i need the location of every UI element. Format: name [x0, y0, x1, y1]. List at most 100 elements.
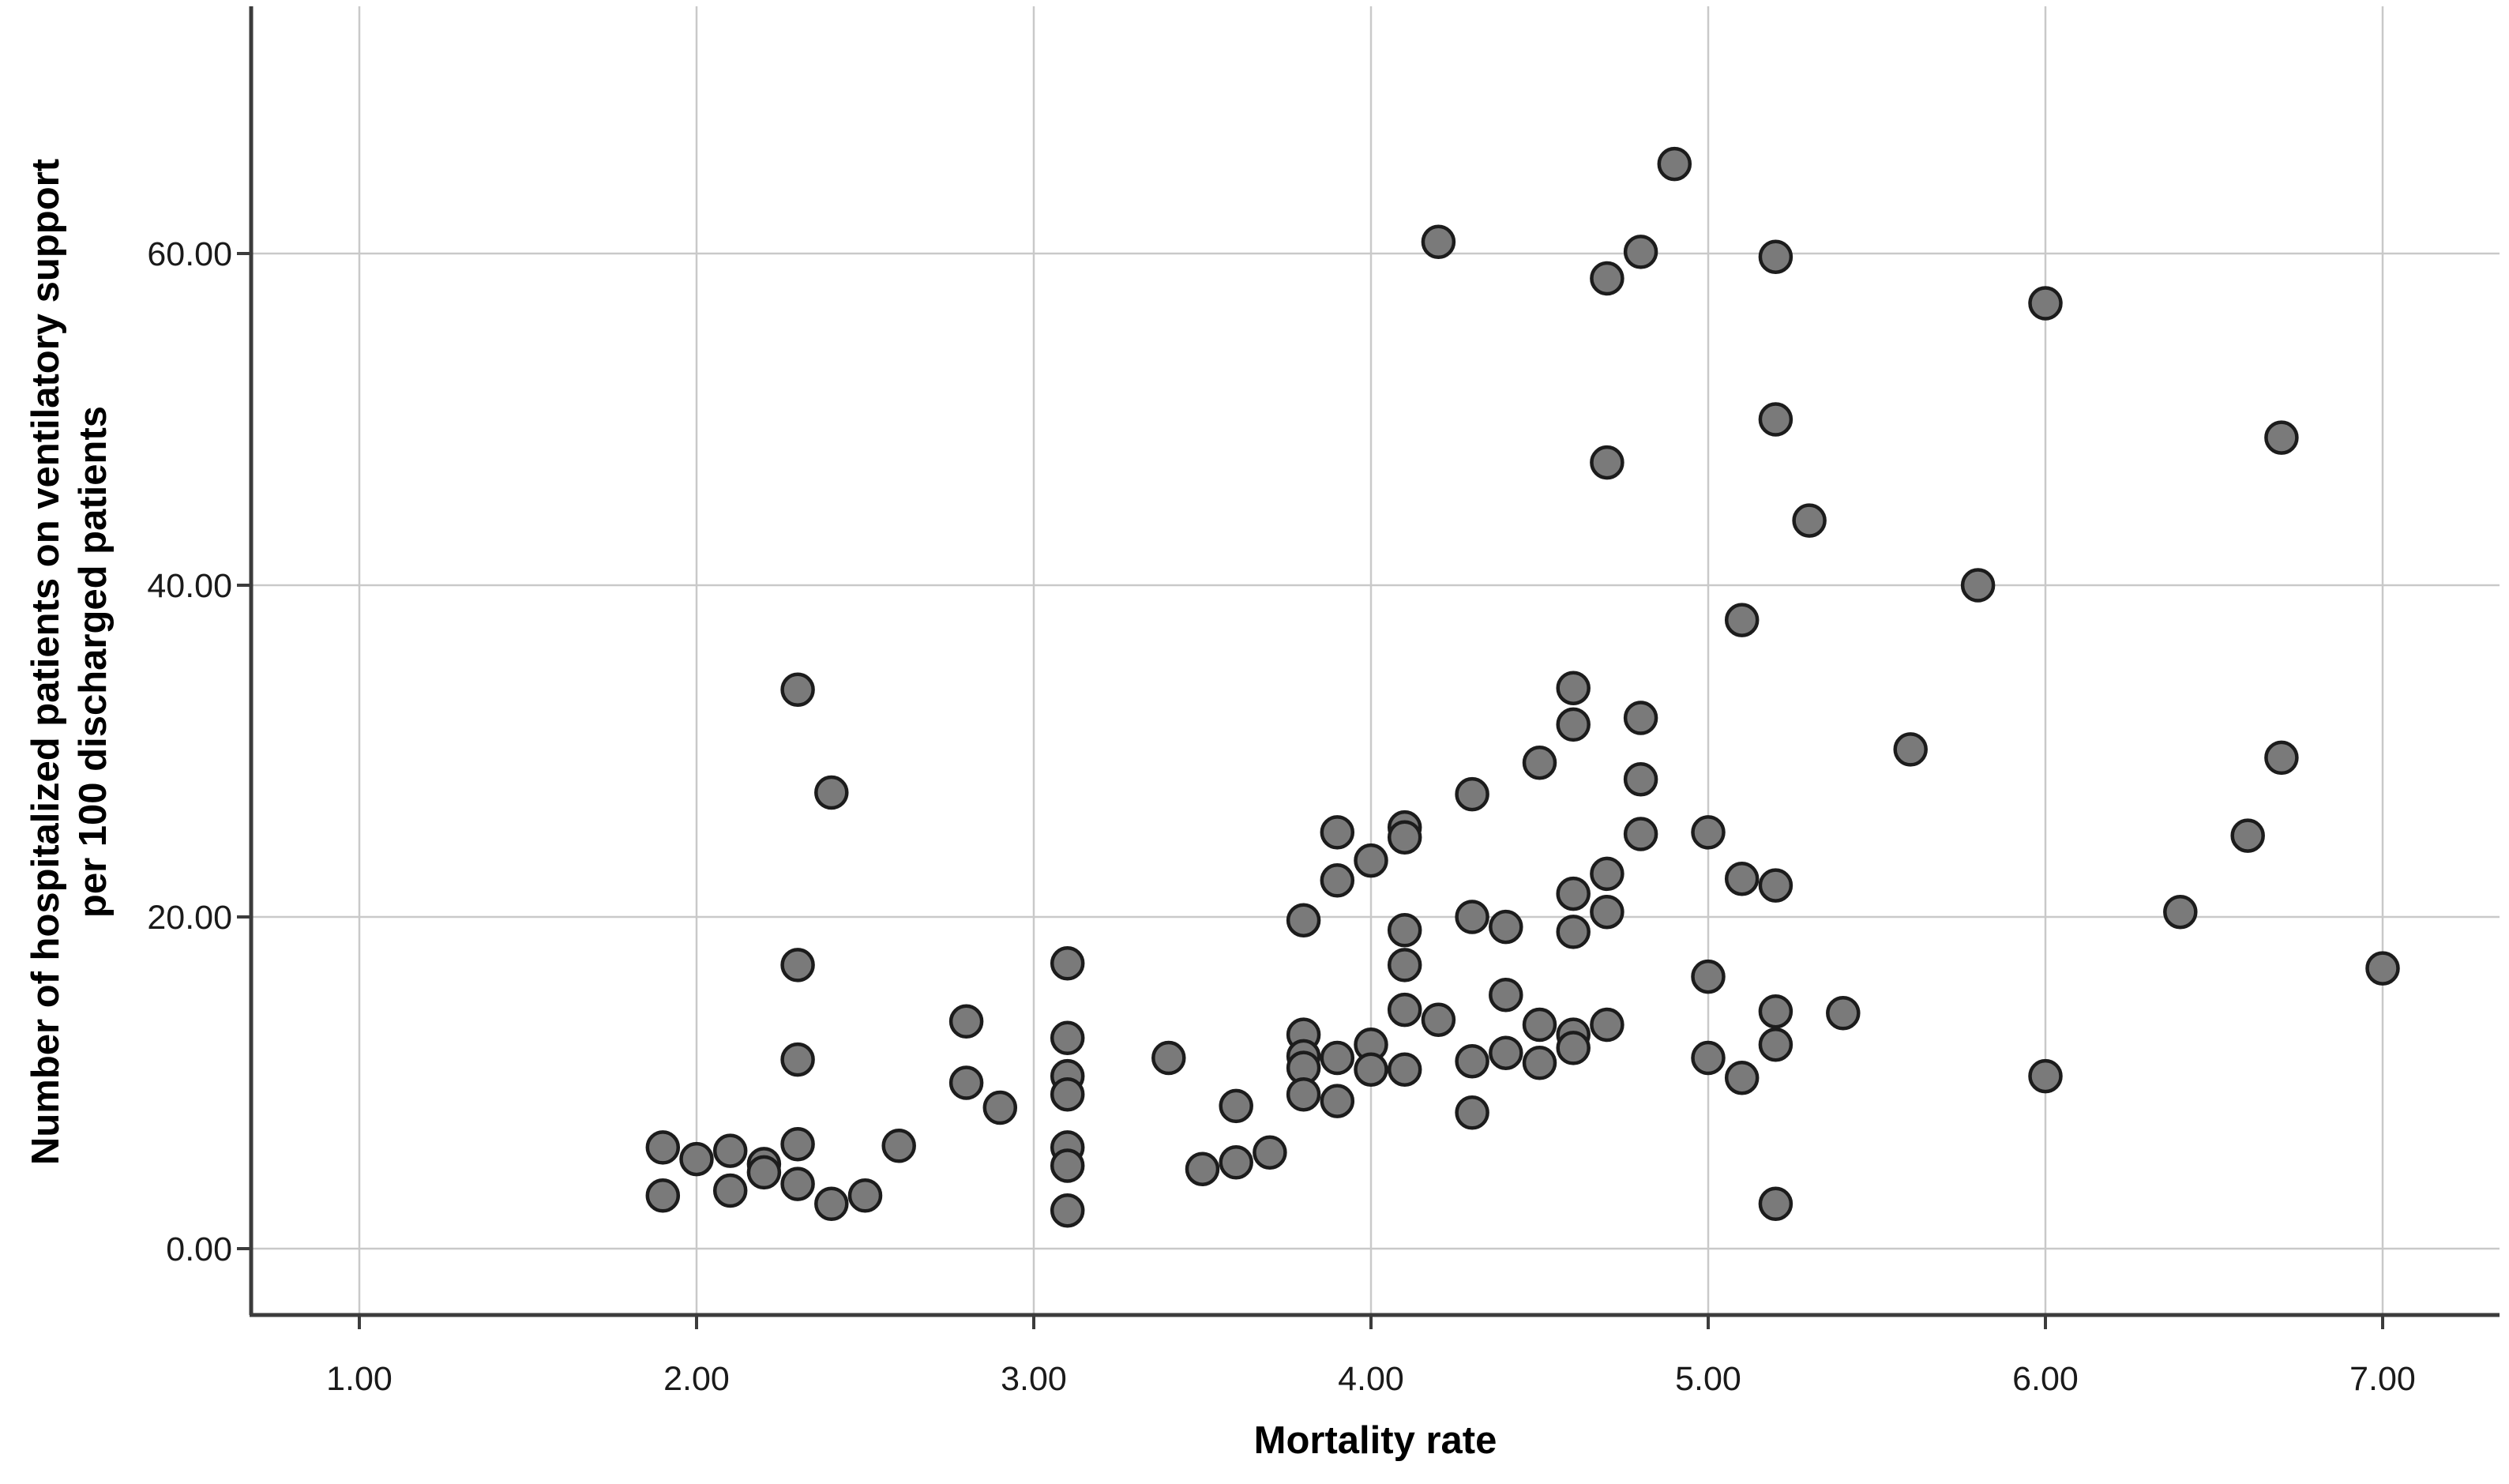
data-point [1792, 503, 1827, 538]
data-point [1556, 915, 1591, 949]
data-point [1219, 1088, 1253, 1124]
data-point [1758, 1027, 1793, 1062]
data-point [1421, 224, 1456, 260]
data-point [1320, 1040, 1355, 1076]
data-point [1387, 913, 1422, 948]
x-tick-label: 2.00 [663, 1360, 730, 1398]
data-point [1556, 1031, 1591, 1065]
data-point [2163, 894, 2198, 930]
x-tick-label: 4.00 [1338, 1360, 1404, 1398]
data-point [1050, 1076, 1085, 1112]
data-point [712, 1173, 748, 1208]
data-point [1387, 992, 1422, 1028]
data-point [1050, 946, 1085, 981]
y-tick-label: 60.00 [147, 235, 232, 273]
data-point [2028, 286, 2063, 321]
data-point [1657, 146, 1692, 182]
data-point [948, 1004, 984, 1039]
data-point [645, 1130, 681, 1165]
data-point [948, 1065, 984, 1100]
data-point [1758, 868, 1793, 903]
data-point [881, 1129, 916, 1163]
data-point [780, 1042, 815, 1077]
data-point [2230, 818, 2265, 853]
data-point [847, 1178, 883, 1213]
data-point [780, 672, 815, 708]
data-point [1522, 745, 1557, 780]
data-point [1489, 1035, 1523, 1070]
x-tick-label: 6.00 [2012, 1360, 2079, 1398]
data-point [1455, 776, 1489, 812]
data-point [1455, 900, 1489, 934]
data-point [1522, 1046, 1557, 1080]
data-point [1691, 959, 1726, 994]
data-point [1758, 239, 1793, 274]
data-point [1691, 1040, 1726, 1076]
data-point [982, 1090, 1018, 1125]
data-point [1185, 1152, 1220, 1186]
data-point [1590, 445, 1624, 480]
data-point [1623, 817, 1658, 851]
data-point [2264, 420, 2299, 455]
data-point [1387, 820, 1422, 855]
data-point [1387, 1052, 1422, 1087]
data-point [712, 1133, 748, 1168]
data-point [1590, 1007, 1624, 1043]
data-point [1724, 861, 1760, 896]
data-point [1455, 1043, 1489, 1079]
data-point [1050, 1148, 1085, 1183]
data-point [1219, 1145, 1253, 1180]
data-point [1354, 843, 1388, 878]
y-axis-title: Number of hospitalized patients on venti… [22, 0, 125, 1325]
x-axis-title: Mortality rate [1253, 1419, 1497, 1462]
data-point [1826, 996, 1861, 1031]
data-point [1590, 856, 1624, 892]
x-tick-label: 5.00 [1675, 1360, 1741, 1398]
data-point [1354, 1052, 1388, 1087]
y-tick-label: 0.00 [166, 1230, 232, 1268]
data-point [1320, 1084, 1355, 1118]
data-point [1691, 815, 1726, 850]
data-point [1590, 894, 1624, 930]
y-tick-label: 40.00 [147, 567, 232, 605]
data-point [1724, 603, 1760, 637]
data-point [1758, 402, 1793, 437]
data-point [679, 1141, 714, 1177]
data-point [780, 948, 815, 982]
data-point [1758, 994, 1793, 1029]
data-point [1590, 261, 1624, 296]
data-point [1960, 568, 1996, 603]
y-tick-label: 20.00 [147, 899, 232, 937]
data-point [1556, 707, 1591, 742]
data-point [1623, 235, 1658, 269]
data-point [1320, 863, 1355, 898]
x-tick-label: 3.00 [1001, 1360, 1067, 1398]
data-point [1489, 977, 1523, 1013]
data-point [1556, 876, 1591, 911]
data-point [1320, 815, 1355, 850]
data-point [1623, 761, 1658, 797]
data-point [1556, 671, 1591, 705]
data-point [1253, 1135, 1287, 1170]
data-point [1455, 1095, 1489, 1130]
data-point [1286, 903, 1321, 937]
data-point [1724, 1060, 1760, 1095]
data-point [1489, 909, 1523, 945]
data-point [1151, 1040, 1186, 1076]
data-point [1421, 1002, 1456, 1037]
data-point [1286, 1076, 1321, 1112]
data-point [746, 1155, 782, 1190]
data-point [1522, 1007, 1557, 1043]
data-point [645, 1178, 681, 1213]
data-point [814, 1186, 849, 1222]
data-point [1050, 1193, 1085, 1228]
data-point [780, 1126, 815, 1162]
data-point [2028, 1058, 2063, 1094]
data-point [2365, 951, 2400, 986]
y-axis-title-line2: per 100 discharged patients [72, 405, 115, 919]
data-point [1623, 701, 1658, 735]
data-point [780, 1167, 815, 1201]
y-axis-title-line1: Number of hospitalized patients on venti… [24, 158, 67, 1166]
